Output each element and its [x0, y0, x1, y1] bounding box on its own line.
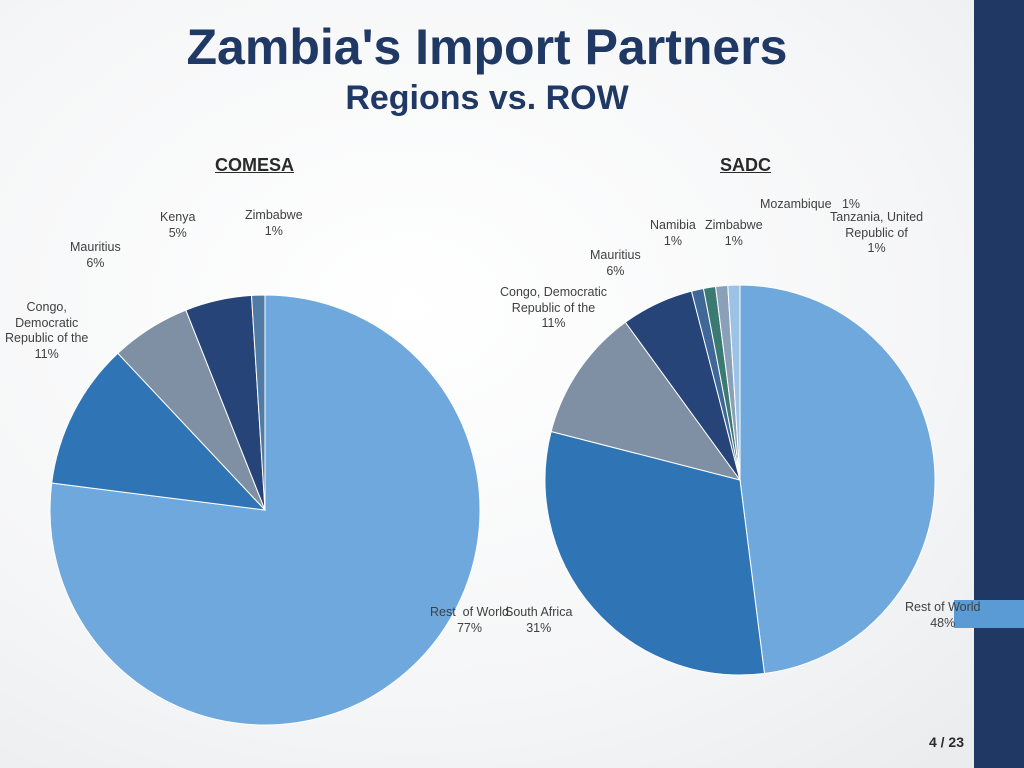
sadc-label-3: Mauritius 6% — [590, 248, 641, 279]
pie-canvas — [0, 0, 1024, 768]
comesa-label-4: Zimbabwe 1% — [245, 208, 303, 239]
comesa-label-2: Mauritius 6% — [70, 240, 121, 271]
sadc-label-1: South Africa 31% — [505, 605, 572, 636]
sadc-label-0: Rest of World 48% — [905, 600, 981, 631]
comesa-label-3: Kenya 5% — [160, 210, 195, 241]
sadc-label-5: Zimbabwe 1% — [705, 218, 763, 249]
comesa-label-0: Rest of World 77% — [430, 605, 509, 636]
comesa-label-1: Congo, Democratic Republic of the 11% — [5, 300, 88, 363]
page-number: 4 / 23 — [929, 734, 964, 750]
sadc-label-4: Namibia 1% — [650, 218, 696, 249]
sadc-label-7: Tanzania, United Republic of 1% — [830, 210, 923, 257]
sadc-label-2: Congo, Democratic Republic of the 11% — [500, 285, 607, 332]
